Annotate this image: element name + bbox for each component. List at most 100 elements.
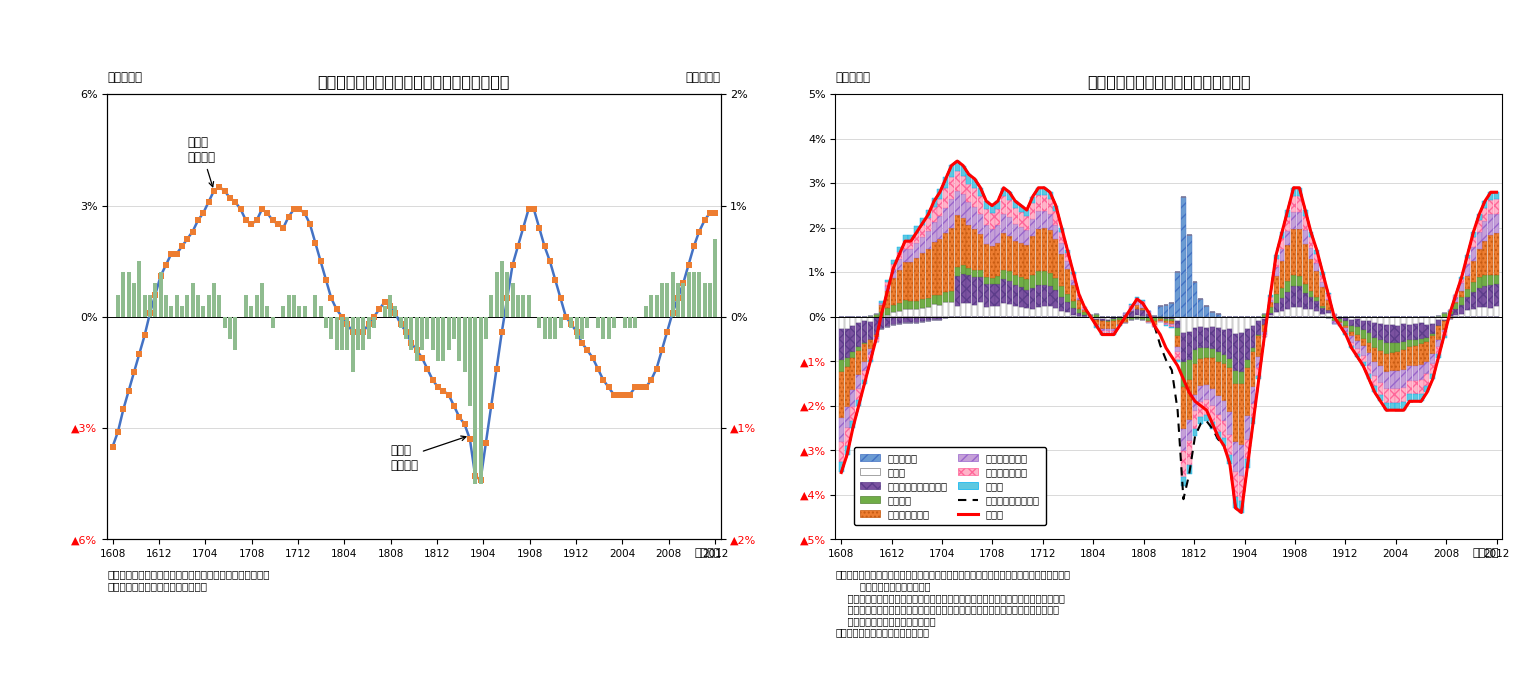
Bar [1070,274,1076,280]
Bar [862,317,868,321]
Bar [857,317,862,323]
Bar [1013,224,1018,241]
Bar [1291,188,1295,195]
Bar [891,264,895,269]
Bar [1303,284,1308,293]
Bar [1199,317,1203,328]
Bar [537,317,541,328]
Bar [955,171,960,191]
Bar [691,272,696,317]
Bar [1489,274,1493,285]
Bar [891,317,895,325]
Bar [903,309,908,317]
Bar [1401,342,1406,350]
Bar [926,317,931,321]
Bar [478,317,483,484]
Bar [1193,429,1197,436]
Bar [966,268,972,276]
Bar [990,206,995,213]
Bar [1105,333,1110,334]
Bar [1262,336,1268,337]
Bar [1361,346,1366,356]
Bar [132,283,136,317]
Bar [868,317,872,321]
Bar [1036,229,1041,272]
Bar [1095,325,1099,326]
Bar [857,347,862,350]
Bar [1489,285,1493,308]
Bar [1018,212,1024,227]
Bar [1065,312,1070,317]
Bar [868,349,872,355]
Bar [857,389,862,400]
Bar [1343,318,1348,321]
Bar [1053,307,1058,317]
Bar [1268,295,1272,297]
Bar [1291,286,1295,307]
Bar [995,201,1001,209]
Bar [1280,238,1285,249]
Bar [903,235,908,241]
Bar [127,272,130,317]
Bar [1065,253,1070,261]
Bar [1395,326,1401,343]
Bar [681,283,685,317]
Bar [1303,244,1308,284]
Bar [1030,288,1035,309]
Bar [1466,264,1470,276]
Bar [897,303,901,311]
Bar [914,309,920,317]
Bar [1024,210,1029,216]
Bar [1047,199,1053,214]
Bar [995,284,1001,306]
Bar [1030,220,1035,237]
Bar [943,233,947,293]
Bar [909,317,914,324]
Bar [1147,314,1151,317]
Bar [1390,402,1395,410]
Bar [1424,386,1429,392]
Bar [1216,415,1220,432]
Bar [1384,343,1389,354]
Bar [676,283,679,317]
Bar [1280,261,1285,288]
Bar [495,272,498,317]
Bar [897,311,901,317]
Bar [143,295,147,317]
Bar [903,249,908,262]
Bar [1470,292,1476,309]
Bar [1349,332,1354,336]
Bar [1285,210,1291,217]
Bar [1180,333,1187,362]
Bar [1413,381,1418,394]
Bar [452,317,455,339]
Bar [966,202,972,224]
Bar [510,283,515,317]
Bar [1141,310,1145,316]
Bar [839,372,843,417]
Bar [1170,303,1174,317]
Bar [1245,368,1249,416]
Bar [351,317,354,372]
Bar [1095,317,1099,319]
Bar [1105,317,1110,319]
Bar [1366,321,1372,333]
Bar [1024,245,1029,280]
Bar [1210,406,1214,422]
Bar [1476,288,1481,307]
Bar [1053,211,1058,224]
Bar [897,270,901,303]
Bar [201,306,205,317]
Bar [1268,297,1272,300]
Bar [862,371,868,379]
Bar [839,462,843,472]
Bar [903,262,908,301]
Bar [435,317,440,361]
Bar [1233,334,1239,371]
Bar [1134,315,1139,317]
Bar [1042,307,1047,317]
Bar [1390,325,1395,342]
Bar [937,189,943,200]
Bar [323,317,328,328]
Bar [897,252,901,259]
